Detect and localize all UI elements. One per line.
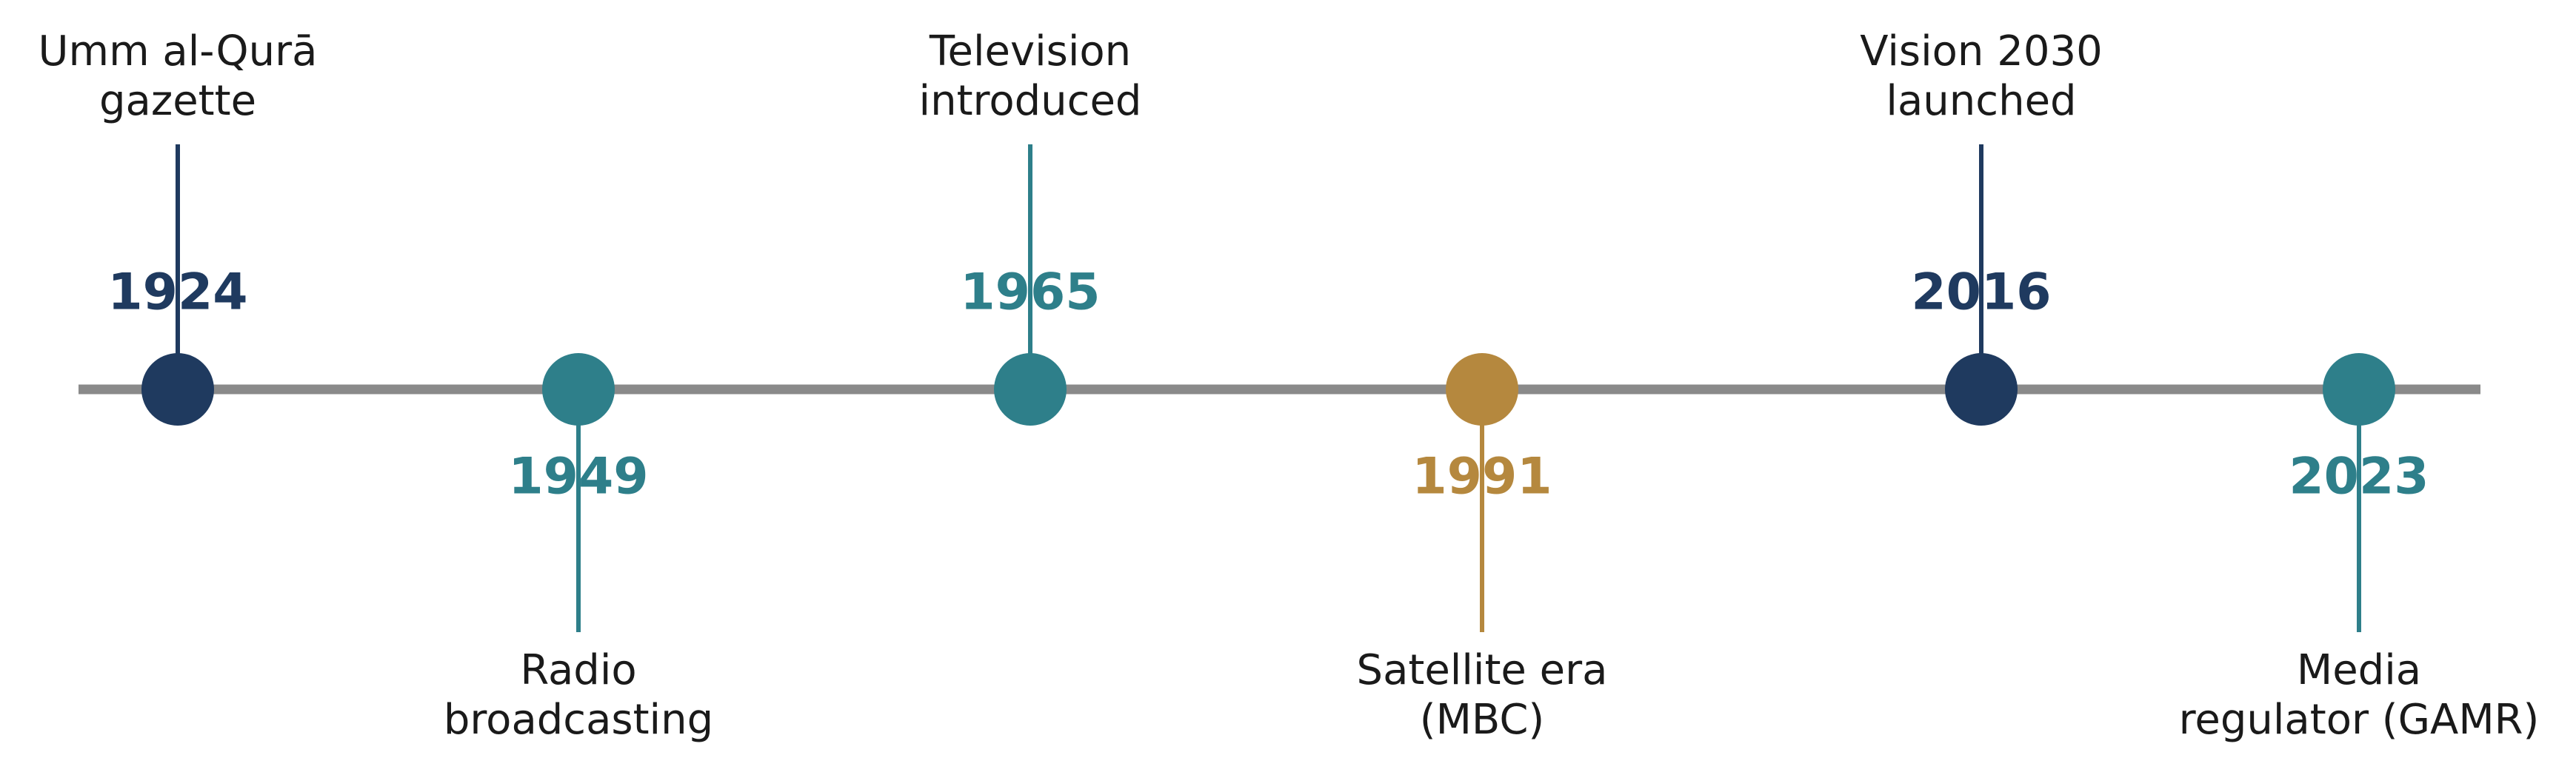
timeline-event: 1991 Satellite era(MBC)	[1357, 353, 1608, 744]
event-marker	[1945, 353, 2018, 426]
event-label: broadcasting	[444, 696, 713, 744]
event-year: 1949	[508, 448, 648, 506]
event-year: 1924	[107, 264, 247, 322]
event-label: (MBC)	[1420, 696, 1545, 744]
event-label: Umm al-Qurā	[39, 27, 318, 76]
event-label: regulator (GAMR)	[2179, 696, 2540, 744]
event-marker	[141, 353, 214, 426]
event-year: 2023	[2289, 448, 2429, 506]
event-marker	[2323, 353, 2395, 426]
event-label: launched	[1886, 77, 2076, 125]
event-marker	[1446, 353, 1518, 426]
event-label: Vision 2030	[1860, 27, 2102, 76]
event-label: Satellite era	[1357, 646, 1608, 694]
event-year: 2016	[1911, 264, 2051, 322]
event-label: Television	[929, 27, 1131, 76]
event-label: Radio	[520, 646, 636, 694]
event-year: 1965	[960, 264, 1100, 322]
event-marker	[994, 353, 1067, 426]
event-year: 1991	[1412, 448, 1552, 506]
event-marker	[542, 353, 615, 426]
event-label: introduced	[919, 77, 1142, 125]
event-label: gazette	[99, 77, 256, 125]
event-label: Media	[2297, 646, 2421, 694]
